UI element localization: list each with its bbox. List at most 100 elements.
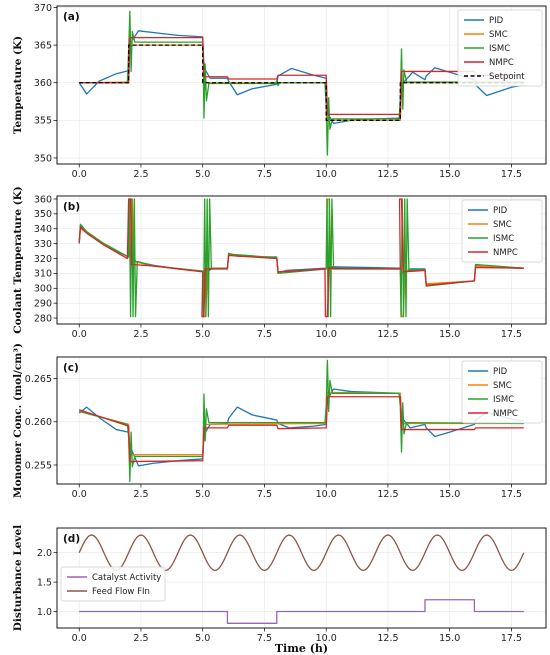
series-group	[78, 10, 524, 156]
panel-b: 0.0 2.5 5.0 7.5 10.0 12.5 15.0 17.5 280 290 300 310…	[12, 186, 547, 340]
x-tick-label: 15.0	[439, 489, 460, 500]
y-tick-label: 2.0	[37, 548, 52, 559]
series-line-feed-flow-fin	[78, 534, 525, 571]
plot-frame	[56, 527, 547, 629]
legend-entry: Feed Flow FIn	[92, 587, 150, 597]
series-line-pid	[78, 388, 524, 467]
x-tick-label: 12.5	[377, 169, 398, 180]
y-axis-label: Disturbance Level	[12, 525, 24, 631]
y-tick-label: 0.260	[25, 417, 52, 428]
panel-label: (d)	[63, 533, 80, 545]
legend-entry: NMPC	[493, 409, 518, 419]
series-line-nmpc	[78, 198, 524, 318]
legend-box	[461, 199, 543, 263]
legend-entry: NMPC	[493, 248, 518, 258]
x-tick-label: 10.0	[316, 489, 337, 500]
x-tick-label: 17.5	[501, 329, 522, 340]
x-tick-label: 2.5	[133, 329, 148, 340]
x-tick-label: 7.5	[257, 169, 272, 180]
legend-entry: Catalyst Activity	[92, 573, 161, 583]
series-line-nmpc	[79, 36, 524, 115]
y-tick-label: 330	[34, 239, 52, 250]
series-line-pid	[78, 225, 524, 286]
legend: PID SMC ISMC NMPC	[461, 199, 543, 263]
x-tick-label: 17.5	[501, 169, 522, 180]
panel-d: 0.0 2.5 5.0 7.5 10.0 12.5 15.0 17.5 1.0 1.5 2.0 (d)…	[12, 525, 547, 655]
x-tick-label: 0.0	[72, 489, 87, 500]
legend-entry: NMPC	[489, 58, 514, 68]
y-tick-label: 370	[34, 3, 52, 14]
x-tick-label: 2.5	[133, 489, 148, 500]
legend: Catalyst Activity Feed Flow FIn	[60, 566, 166, 602]
y-tick-label: 360	[34, 194, 52, 205]
y-tick-label: 280	[34, 313, 52, 324]
x-tick-label: 15.0	[439, 633, 460, 644]
x-tick-label: 0.0	[72, 169, 87, 180]
panel-a: 0.0 2.5 5.0 7.5 10.0 12.5 15.0 17.5 350 355 360 365…	[12, 3, 547, 180]
panel-label: (c)	[63, 362, 79, 374]
x-axis-label: Time (h)	[275, 642, 328, 655]
y-tick-label: 340	[34, 224, 52, 235]
legend: PID SMC ISMC NMPC Setpoint	[457, 9, 543, 87]
series-line-pid	[78, 30, 524, 125]
legend-entry: SMC	[489, 30, 508, 40]
series-group	[78, 534, 525, 624]
legend-entry: ISMC	[493, 395, 514, 405]
x-tick-label: 12.5	[377, 489, 398, 500]
series-line-ismc	[79, 359, 524, 483]
plot-frame	[56, 356, 547, 485]
x-tick-label: 17.5	[501, 633, 522, 644]
x-tick-label: 0.0	[72, 329, 87, 340]
x-tick-label: 2.5	[133, 169, 148, 180]
series-line-ismc	[78, 198, 524, 318]
y-tick-label: 360	[34, 78, 52, 89]
panel-c: 0.0 2.5 5.0 7.5 10.0 12.5 15.0 17.5 0.255 0.260 0.…	[12, 343, 547, 500]
x-tick-label: 2.5	[133, 633, 148, 644]
legend: PID SMC ISMC NMPC	[461, 360, 543, 424]
legend-entry: SMC	[493, 220, 512, 230]
legend-entry: SMC	[493, 381, 512, 391]
legend-entry: PID	[489, 16, 504, 26]
y-axis-label: Temperature (K)	[12, 36, 24, 134]
y-tick-label: 355	[34, 116, 52, 127]
y-tick-label: 1.5	[37, 577, 52, 588]
x-tick-label: 5.0	[195, 169, 210, 180]
y-tick-label: 0.265	[25, 374, 52, 385]
x-tick-label: 10.0	[316, 633, 337, 644]
series-line-setpoint	[79, 44, 524, 122]
series-group	[78, 359, 524, 483]
series-line-catalyst-activity	[79, 599, 524, 624]
x-tick-label: 15.0	[439, 169, 460, 180]
legend-entry: Setpoint	[489, 72, 525, 82]
legend-box	[461, 360, 543, 424]
legend-entry: ISMC	[489, 44, 510, 54]
y-tick-label: 320	[34, 254, 52, 265]
y-tick-label: 1.0	[37, 607, 52, 618]
panel-label: (b)	[63, 201, 80, 213]
legend-box	[60, 566, 166, 602]
panel-label: (a)	[63, 11, 80, 23]
legend-entry: PID	[493, 367, 508, 377]
series-line-nmpc	[79, 396, 524, 463]
x-tick-label: 12.5	[377, 633, 398, 644]
y-axis-label: Monomer Conc. (mol/cm³)	[12, 343, 24, 498]
legend-entry: ISMC	[493, 234, 514, 244]
x-tick-label: 7.5	[257, 329, 272, 340]
plot-frame	[56, 5, 547, 165]
y-tick-label: 290	[34, 298, 52, 309]
x-tick-label: 7.5	[257, 633, 272, 644]
x-tick-label: 12.5	[377, 329, 398, 340]
x-tick-label: 17.5	[501, 489, 522, 500]
y-tick-label: 0.255	[25, 460, 52, 471]
y-tick-label: 350	[34, 209, 52, 220]
x-tick-label: 5.0	[195, 489, 210, 500]
series-group	[78, 198, 524, 318]
y-tick-label: 350	[34, 153, 52, 164]
y-tick-label: 300	[34, 284, 52, 295]
y-tick-label: 365	[34, 40, 52, 51]
x-tick-label: 10.0	[316, 329, 337, 340]
x-tick-label: 5.0	[195, 633, 210, 644]
legend-entry: PID	[493, 206, 508, 216]
x-tick-label: 5.0	[195, 329, 210, 340]
x-tick-label: 7.5	[257, 489, 272, 500]
